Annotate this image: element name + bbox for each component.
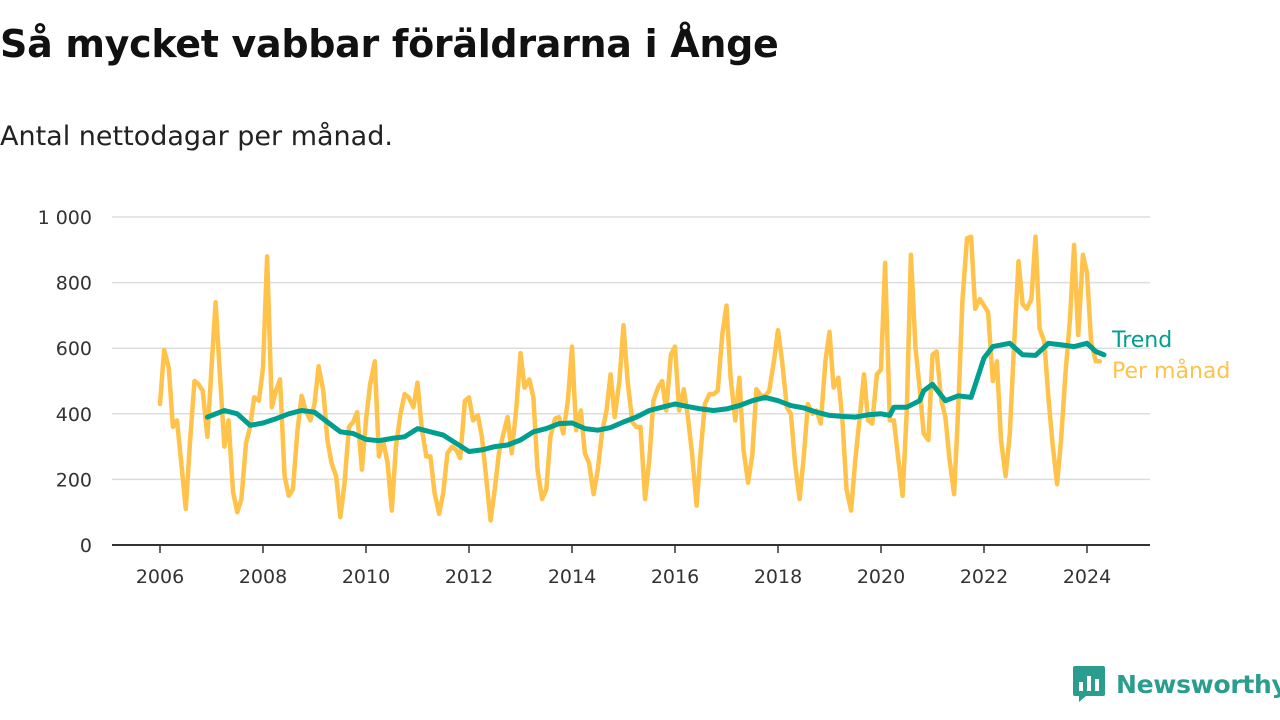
y-tick-label: 600 xyxy=(56,338,92,360)
legend-label-trend: Trend xyxy=(1111,328,1172,353)
series-lines xyxy=(157,234,1107,523)
trend-series-line xyxy=(204,340,1107,454)
newsworthy-chart-icon xyxy=(1073,666,1105,702)
x-tick-label: 2010 xyxy=(342,566,390,588)
x-tick-label: 2006 xyxy=(136,566,184,588)
x-tick-label: 2024 xyxy=(1063,566,1111,588)
x-tick-label: 2018 xyxy=(754,566,802,588)
x-tick-label: 2008 xyxy=(239,566,287,588)
x-tick-label: 2014 xyxy=(548,566,596,588)
series-labels: Trend Per månad xyxy=(1111,328,1230,384)
x-tick-label: 2020 xyxy=(857,566,905,588)
chart-subtitle: Antal nettodagar per månad. xyxy=(0,121,393,152)
line-chart: 0 200 400 600 800 1 000 2006 2008 2010 2012 2014 20… xyxy=(38,207,1231,588)
y-tick-label: 400 xyxy=(56,404,92,426)
axes: 0 200 400 600 800 1 000 2006 2008 2010 2012 2014 20… xyxy=(38,207,1150,588)
legend-label-per-manad: Per månad xyxy=(1112,358,1230,384)
y-tick-label: 200 xyxy=(56,469,92,491)
y-tick-label: 0 xyxy=(80,535,92,557)
newsworthy-logo[interactable]: Newsworthy xyxy=(1072,664,1280,704)
chart-title: Så mycket vabbar föräldrarna i Ånge xyxy=(0,22,779,66)
monthly-series-line xyxy=(157,234,1103,523)
brand-name: Newsworthy xyxy=(1116,669,1280,699)
y-tick-label: 800 xyxy=(56,273,92,295)
x-tick-label: 2022 xyxy=(960,566,1008,588)
x-tick-label: 2016 xyxy=(651,566,699,588)
y-tick-label: 1 000 xyxy=(38,207,92,229)
x-tick-label: 2012 xyxy=(445,566,493,588)
